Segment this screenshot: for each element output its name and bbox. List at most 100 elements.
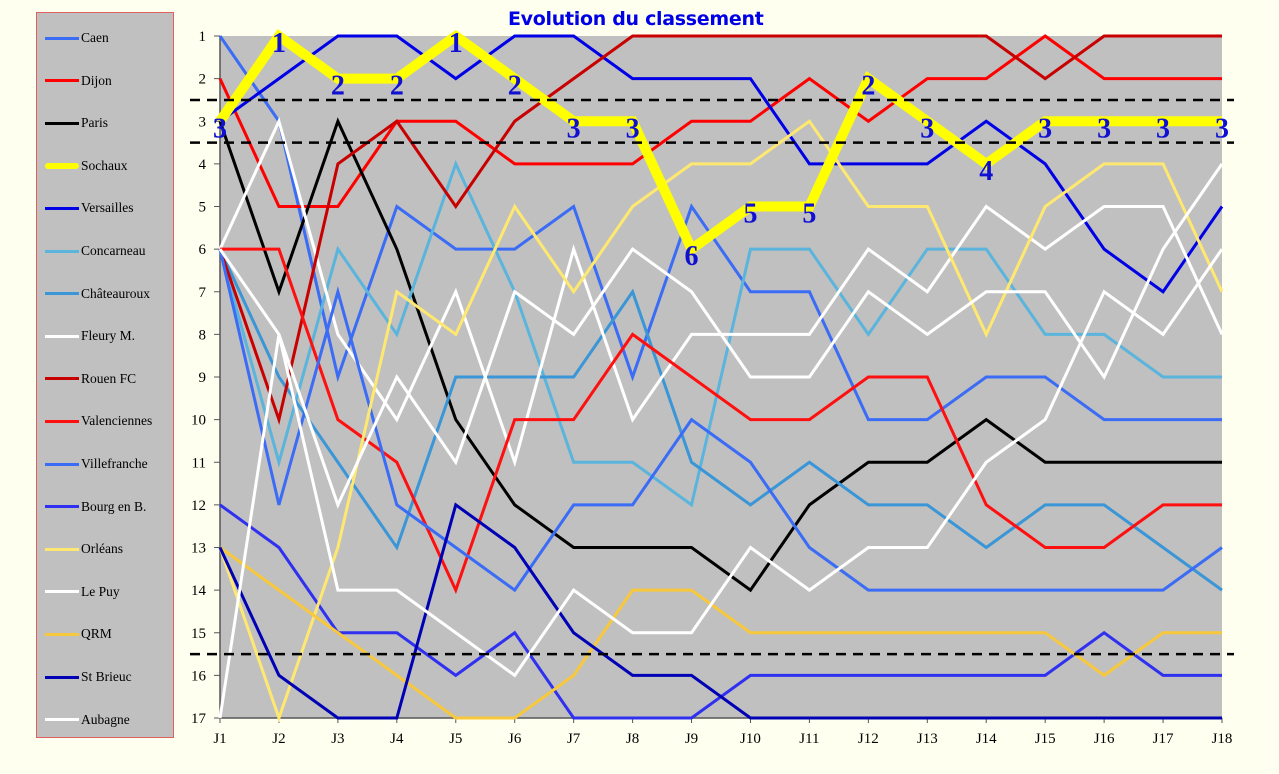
x-tick-label: J13 [917,731,938,747]
legend-item: Sochaux [45,156,128,176]
legend-swatch [45,249,79,253]
rank-label: 3 [626,113,640,144]
legend-swatch [45,590,79,594]
y-tick-label: 2 [199,72,207,88]
rank-label: 3 [1215,113,1229,144]
legend-label: Rouen FC [81,370,137,386]
x-tick-label: J2 [272,731,285,747]
series-line-sochaux [215,28,1222,257]
y-tick-label: 1 [199,29,207,45]
y-tick-label: 17 [191,711,207,727]
legend-swatch [45,121,79,125]
rank-label: 3 [213,113,227,144]
series-line-caen [218,35,1222,422]
rank-label: 5 [802,199,816,230]
legend-swatch [45,419,79,423]
y-tick-label: 7 [199,285,207,301]
rank-label: 1 [272,28,286,59]
legend-item: Rouen FC [45,369,136,389]
legend-label: Bourg en B. [81,498,147,514]
legend-label: Valenciennes [81,413,153,429]
legend-swatch [45,675,79,679]
legend-label: Villefranche [81,456,148,471]
legend-swatch [45,206,79,210]
series-line-versailles [219,34,1224,294]
legend-label: Concarneau [81,243,146,258]
legend-swatch [45,505,79,509]
legend-item: Dijon [45,71,112,91]
x-tick-label: J14 [976,731,997,747]
legend-item: Versailles [45,198,133,218]
y-tick-label: 5 [199,200,207,216]
series-line-paris [218,117,1222,593]
y-tick-label: 16 [191,668,207,684]
chart-legend: Caen Dijon Paris Sochaux Versailles Concarnea… [36,12,174,738]
legend-item: Villefranche [45,454,148,474]
legend-swatch [45,462,79,466]
legend-item: Fleury M. [45,326,135,346]
x-tick-label: J11 [799,731,819,747]
x-tick-label: J7 [567,731,581,747]
x-tick-label: J3 [331,731,344,747]
legend-item: Orléans [45,539,123,559]
legend-label: Châteauroux [81,285,150,301]
legend-item: Bourg en B. [45,497,146,517]
legend-item: Châteauroux [45,284,150,304]
y-tick-label: 8 [199,327,207,343]
rank-label: 1 [449,28,463,59]
rank-label: 2 [861,71,875,102]
chart-title: Evolution du classement [508,8,764,30]
y-tick-label: 6 [199,242,207,258]
legend-swatch [45,718,79,722]
legend-label: QRM [81,626,112,642]
legend-label: Versailles [81,200,134,216]
legend-swatch [45,292,79,296]
series-line-valenciennes [220,247,1222,595]
y-tick-label: 3 [199,114,207,130]
legend-item: Le Puy [45,582,120,602]
rank-label: 4 [979,156,993,187]
legend-label: St Brieuc [81,669,132,684]
y-tick-label: 13 [191,541,206,557]
x-tick-label: J6 [508,731,522,747]
rank-label: 3 [567,113,581,144]
legend-swatch [45,36,79,40]
series-line-ch-teauroux [218,248,1223,592]
series-line-rouen-fc [218,34,1222,426]
series-line-dijon [218,34,1222,208]
series-line-st-brieuc [218,502,1222,720]
x-tick-label: J18 [1212,731,1233,747]
legend-label: Fleury M. [81,328,135,344]
y-tick-label: 11 [192,455,206,471]
x-tick-label: J4 [390,731,404,747]
x-tick-label: J16 [1094,731,1115,747]
legend-item: QRM [45,624,112,644]
rank-label: 2 [331,71,345,102]
legend-item: Concarneau [45,241,145,261]
legend-label: Caen [81,30,109,45]
y-tick-label: 15 [191,626,206,642]
y-tick-label: 12 [191,498,206,514]
x-tick-label: J10 [740,731,761,747]
legend-swatch [45,547,79,551]
legend-label: Dijon [81,72,112,88]
legend-swatch [45,377,79,381]
x-tick-label: J15 [1035,731,1056,747]
legend-label: Paris [81,115,108,131]
series-line-qrm [219,546,1222,720]
x-tick-label: J12 [858,731,879,747]
series-line-aubagne [218,248,1224,719]
series-line-orl-ans [218,119,1224,723]
rank-label: 6 [685,241,699,272]
rank-label: 3 [1156,113,1170,144]
y-tick-label: 4 [199,157,207,173]
y-tick-label: 14 [191,583,207,599]
legend-label: Sochaux [81,157,128,173]
legend-item: St Brieuc [45,667,132,687]
y-tick-label: 10 [191,413,206,429]
x-tick-label: J9 [685,731,698,747]
legend-swatch [45,632,79,636]
legend-swatch [45,79,79,83]
x-tick-label: J1 [213,731,226,747]
